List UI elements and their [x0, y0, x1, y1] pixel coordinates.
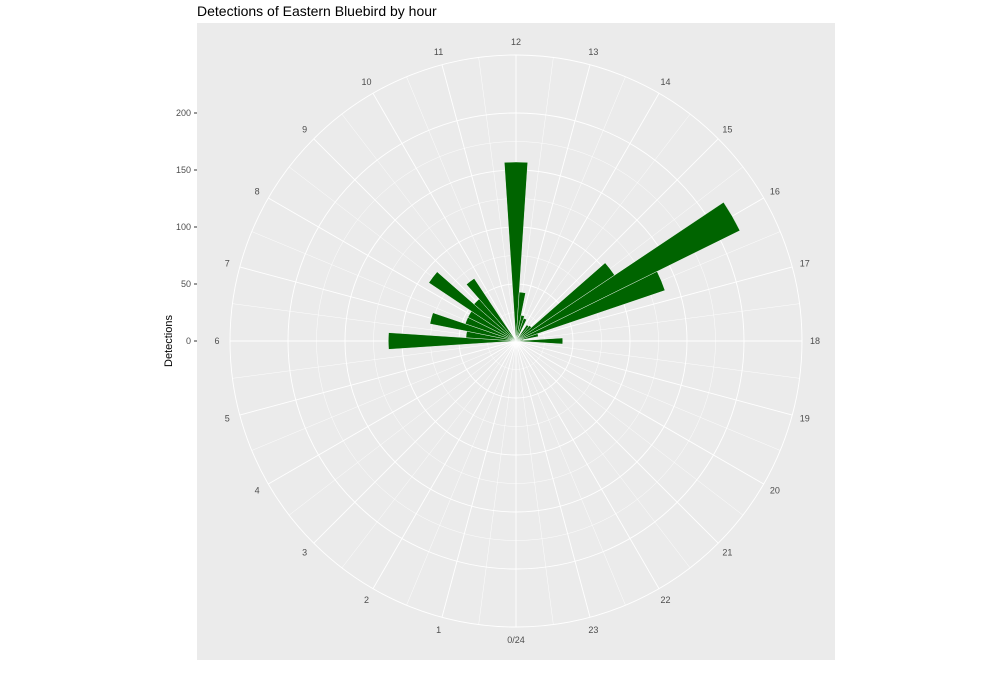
bar-hour-18	[515, 337, 563, 345]
y-axis: 0 50 100 150 200	[176, 108, 197, 346]
x-tick-label: 8	[255, 187, 260, 197]
grid-spoke	[515, 340, 719, 544]
x-tick-label: 6	[214, 336, 219, 346]
grid-spoke-minor	[478, 57, 517, 342]
grid-spoke-minor	[515, 113, 691, 342]
bar-layer	[388, 161, 741, 350]
bar-hour-9.5	[466, 278, 517, 342]
x-tick-label: 19	[800, 413, 810, 423]
bar-hour-16	[515, 202, 741, 342]
grid-spoke	[515, 340, 660, 589]
grid-spoke	[268, 340, 517, 485]
y-tick-label: 200	[176, 108, 191, 118]
x-tick-label: 4	[255, 486, 260, 496]
bar-hour-17	[515, 333, 539, 342]
chart-title: Detections of Eastern Bluebird by hour	[197, 3, 437, 19]
grid-spoke-minor	[515, 340, 691, 569]
y-tick-label: 150	[176, 165, 191, 175]
x-tick-label: 15	[722, 125, 732, 135]
grid-spoke-minor	[515, 303, 800, 342]
x-tick-label: 11	[434, 47, 443, 57]
grid-spoke	[372, 340, 517, 589]
bar-hour-16.5	[515, 271, 666, 342]
x-tick-label: 13	[588, 47, 598, 57]
grid-spoke	[515, 340, 793, 416]
bar-hour-13.5	[515, 318, 527, 342]
grid-spoke	[515, 64, 591, 342]
grid-spoke	[515, 138, 719, 342]
grid-spoke-minor	[515, 340, 554, 625]
grid-spoke-minor	[515, 76, 626, 342]
grid-spoke	[515, 340, 764, 485]
y-tick-label: 0	[186, 336, 191, 346]
y-tick-label: 50	[181, 279, 191, 289]
grid-spoke	[515, 266, 793, 342]
x-tick-label: 12	[511, 37, 521, 47]
grid-spoke-minor	[406, 76, 517, 342]
grid-spoke	[313, 340, 517, 544]
x-tick-label: 23	[588, 625, 598, 635]
y-axis-title: Detections	[163, 315, 175, 367]
x-tick-label: 21	[722, 547, 732, 557]
grid-layer	[229, 54, 803, 628]
x-tick-label: 16	[770, 187, 780, 197]
bar-hour-12	[504, 161, 528, 342]
y-tick-label: 100	[176, 222, 191, 232]
bar-hour-7	[429, 312, 517, 342]
bar-hour-6	[388, 332, 517, 350]
grid-spoke	[372, 93, 517, 342]
grid-spoke	[441, 340, 517, 618]
x-tick-label: 5	[225, 413, 230, 423]
grid-spoke-minor	[251, 340, 517, 451]
x-tick-label: 18	[810, 336, 820, 346]
x-tick-label: 2	[364, 595, 369, 605]
grid-spoke	[239, 340, 517, 416]
x-tick-label: 9	[302, 125, 307, 135]
x-tick-labels: 0/24123456789101112131415161718192021222…	[214, 37, 820, 645]
grid-spoke-minor	[288, 340, 517, 516]
x-tick-label: 22	[660, 595, 670, 605]
x-tick-label: 17	[800, 259, 810, 269]
x-tick-label: 3	[302, 547, 307, 557]
x-tick-label: 10	[361, 77, 371, 87]
grid-spoke-minor	[406, 340, 517, 606]
grid-spoke-minor	[515, 340, 744, 516]
x-tick-label: 20	[770, 486, 780, 496]
grid-spoke-minor	[515, 340, 800, 379]
grid-spoke	[515, 93, 660, 342]
x-tick-label: 7	[225, 259, 230, 269]
x-tick-label: 0/24	[507, 635, 525, 645]
bar-hour-8.5	[428, 271, 517, 342]
x-tick-label: 14	[660, 77, 670, 87]
grid-spoke-minor	[515, 340, 626, 606]
grid-spoke-minor	[341, 340, 517, 569]
x-tick-label: 1	[436, 625, 441, 635]
grid-spoke	[441, 64, 517, 342]
grid-spoke-minor	[515, 340, 781, 451]
grid-spoke-minor	[478, 340, 517, 625]
grid-spoke	[515, 340, 591, 618]
grid-spoke-minor	[232, 340, 517, 379]
